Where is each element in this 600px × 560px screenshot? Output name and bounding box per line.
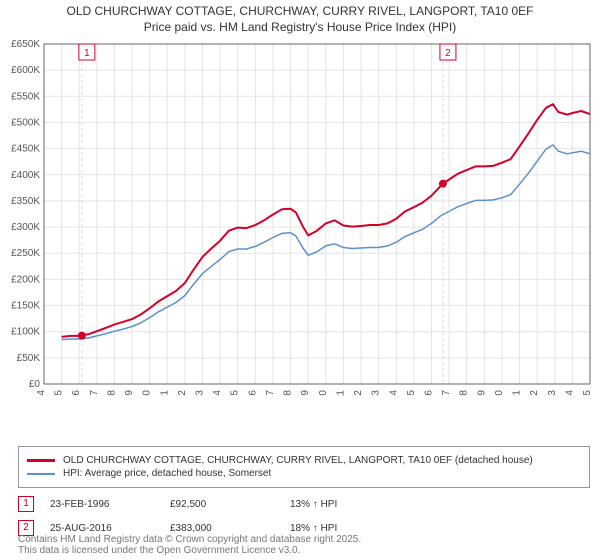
legend-swatch-subject [27, 459, 55, 462]
svg-text:2004: 2004 [212, 390, 223, 396]
svg-text:2024: 2024 [564, 390, 575, 396]
svg-text:£500K: £500K [11, 117, 40, 128]
datapoint-delta-1: 13% ↑ HPI [290, 499, 410, 510]
svg-text:2000: 2000 [142, 390, 153, 396]
svg-text:2008: 2008 [283, 390, 294, 396]
svg-text:£400K: £400K [11, 170, 40, 181]
svg-text:£350K: £350K [11, 196, 40, 207]
svg-text:2019: 2019 [476, 390, 487, 396]
svg-text:£450K: £450K [11, 144, 40, 155]
legend-item-subject: OLD CHURCHWAY COTTAGE, CHURCHWAY, CURRY … [27, 455, 581, 466]
svg-text:2025: 2025 [582, 390, 593, 396]
svg-text:2022: 2022 [529, 390, 540, 396]
svg-text:2017: 2017 [441, 390, 452, 396]
svg-text:2018: 2018 [459, 390, 470, 396]
svg-text:2023: 2023 [547, 390, 558, 396]
datapoint-delta-2: 18% ↑ HPI [290, 523, 410, 534]
attribution-line2: This data is licensed under the Open Gov… [18, 545, 361, 556]
svg-text:1998: 1998 [106, 390, 117, 396]
svg-text:1997: 1997 [89, 390, 100, 396]
svg-text:2011: 2011 [335, 390, 346, 396]
svg-text:£550K: £550K [11, 91, 40, 102]
svg-text:1996: 1996 [71, 390, 82, 396]
attribution-text: Contains HM Land Registry data © Crown c… [18, 534, 361, 556]
legend-label-hpi: HPI: Average price, detached house, Some… [63, 468, 271, 479]
legend-item-hpi: HPI: Average price, detached house, Some… [27, 468, 581, 479]
svg-text:2013: 2013 [371, 390, 382, 396]
chart-legend: OLD CHURCHWAY COTTAGE, CHURCHWAY, CURRY … [18, 446, 590, 488]
datapoint-date-2: 25-AUG-2016 [50, 523, 170, 534]
price-chart-container: { "title": { "line1": "OLD CHURCHWAY COT… [0, 0, 600, 560]
svg-text:2012: 2012 [353, 390, 364, 396]
svg-text:2021: 2021 [512, 390, 523, 396]
svg-text:2002: 2002 [177, 390, 188, 396]
datapoint-row-1: 1 23-FEB-1996 £92,500 13% ↑ HPI [18, 492, 590, 516]
svg-text:2016: 2016 [423, 390, 434, 396]
svg-text:£650K: £650K [11, 39, 40, 50]
sale-datapoints: 1 23-FEB-1996 £92,500 13% ↑ HPI 2 25-AUG… [18, 492, 590, 540]
svg-text:2006: 2006 [247, 390, 258, 396]
svg-text:2003: 2003 [195, 390, 206, 396]
svg-text:£50K: £50K [17, 353, 41, 364]
svg-text:1999: 1999 [124, 390, 135, 396]
datapoint-marker-1: 1 [18, 496, 34, 512]
svg-text:£100K: £100K [11, 327, 40, 338]
svg-text:2007: 2007 [265, 390, 276, 396]
svg-text:2009: 2009 [300, 390, 311, 396]
datapoint-price-2: £383,000 [170, 523, 290, 534]
datapoint-price-1: £92,500 [170, 499, 290, 510]
legend-label-subject: OLD CHURCHWAY COTTAGE, CHURCHWAY, CURRY … [63, 455, 533, 466]
svg-text:1995: 1995 [54, 390, 65, 396]
svg-text:2001: 2001 [159, 390, 170, 396]
svg-text:£300K: £300K [11, 222, 40, 233]
svg-text:£150K: £150K [11, 301, 40, 312]
svg-text:2005: 2005 [230, 390, 241, 396]
svg-text:£600K: £600K [11, 65, 40, 76]
svg-text:1994: 1994 [36, 390, 47, 396]
svg-text:2014: 2014 [388, 390, 399, 396]
attribution-line1: Contains HM Land Registry data © Crown c… [18, 534, 361, 545]
svg-text:2020: 2020 [494, 390, 505, 396]
datapoint-date-1: 23-FEB-1996 [50, 499, 170, 510]
legend-swatch-hpi [27, 473, 55, 475]
svg-text:2: 2 [445, 48, 451, 59]
svg-text:2015: 2015 [406, 390, 417, 396]
svg-text:2010: 2010 [318, 390, 329, 396]
svg-text:1: 1 [84, 48, 90, 59]
svg-text:£250K: £250K [11, 248, 40, 259]
svg-text:£200K: £200K [11, 274, 40, 285]
price-line-chart: £0 £50K £100K £150K £200K £250K £300K £350K £400… [0, 0, 600, 396]
svg-text:£0: £0 [29, 379, 41, 390]
